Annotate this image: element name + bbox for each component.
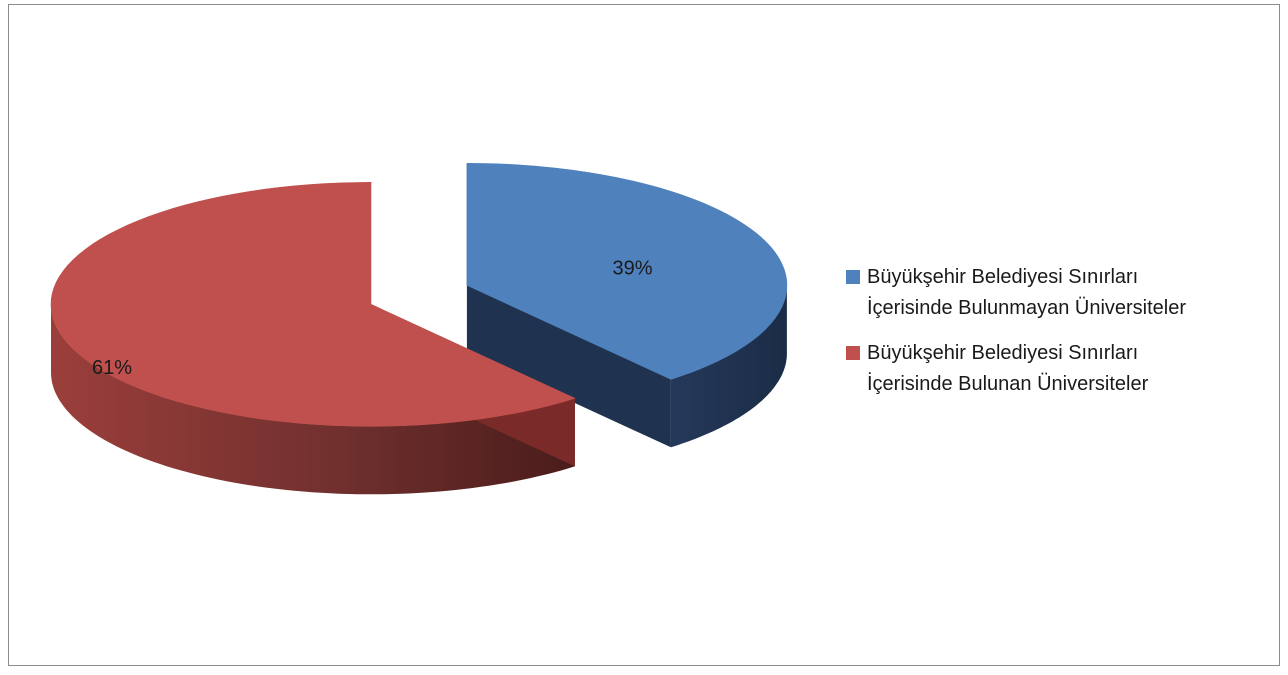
legend: Büyükşehir Belediyesi Sınırları İçerisin… — [843, 262, 1273, 414]
pie-slice-2-top — [50, 181, 576, 427]
pie-slice-1-outer-wall — [670, 285, 787, 448]
pie-slice-1-top — [466, 162, 788, 380]
pie-slice-1-cut-face — [466, 285, 671, 448]
data-label-slice-1: 39% — [612, 258, 652, 280]
legend-swatch-slice-1 — [846, 270, 860, 284]
data-label-slice-2: 61% — [92, 357, 132, 379]
legend-item-slice-1: Büyükşehir Belediyesi Sınırları İçerisin… — [843, 262, 1273, 324]
legend-item-slice-2: Büyükşehir Belediyesi Sınırları İçerisin… — [843, 338, 1273, 400]
legend-label-line-2: İçerisinde Bulunan Üniversiteler — [867, 373, 1149, 395]
legend-swatch-slice-2 — [846, 346, 860, 360]
legend-label-line-1: Büyükşehir Belediyesi Sınırları — [867, 342, 1139, 364]
legend-label-line-2: İçerisinde Bulunmayan Üniversiteler — [867, 297, 1187, 319]
legend-label-line-1: Büyükşehir Belediyesi Sınırları — [867, 266, 1139, 288]
pie-slice-2-outer-wall — [51, 304, 575, 495]
